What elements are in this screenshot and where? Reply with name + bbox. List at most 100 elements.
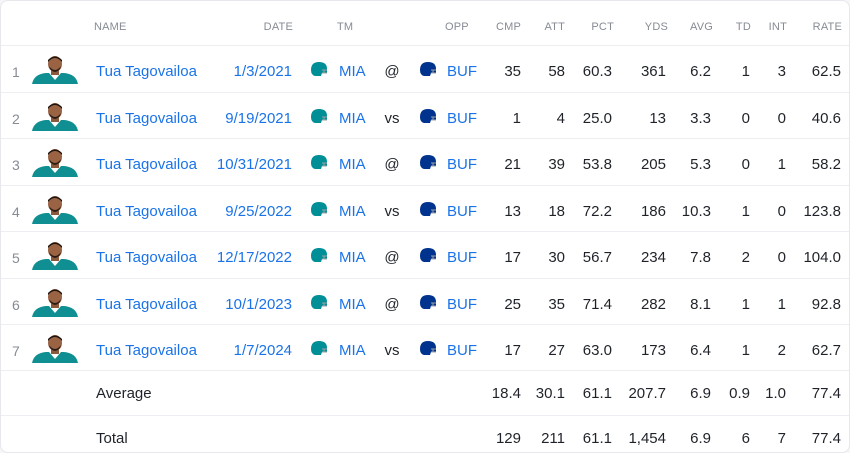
stat-rate: 92.8 — [811, 295, 841, 313]
stat-att: 35 — [548, 295, 565, 313]
header-int[interactable]: INT — [768, 21, 787, 33]
bills-helmet-icon — [419, 108, 437, 124]
game-location: vs — [384, 342, 400, 359]
game-date-link[interactable]: 9/25/2022 — [225, 202, 292, 220]
header-opp[interactable]: OPP — [445, 21, 469, 33]
table-row: 2 Tua Tagovailoa 9/19/2021 MIA vs BUF 1 4 25.0 13… — [1, 91, 849, 139]
stat-td: 1 — [741, 63, 750, 80]
stat-td: 1 — [741, 202, 750, 220]
player-headshot-icon[interactable] — [32, 333, 78, 363]
stat-int: 1 — [777, 295, 786, 313]
player-name-link[interactable]: Tua Tagovailoa — [96, 202, 197, 220]
header-tm[interactable]: TM — [337, 21, 354, 33]
header-avg[interactable]: AVG — [689, 21, 713, 33]
team-link[interactable]: MIA — [339, 295, 366, 313]
table-row: 7 Tua Tagovailoa 1/7/2024 MIA vs BUF 17 27 63.0 1… — [1, 324, 849, 371]
opponent-link[interactable]: BUF — [447, 109, 477, 127]
stat-cmp: 35 — [504, 63, 521, 80]
dolphins-helmet-icon — [310, 294, 328, 310]
stat-yds: 282 — [640, 295, 666, 313]
total-att: 211 — [541, 430, 565, 447]
stat-rate: 62.5 — [811, 63, 841, 80]
player-headshot-icon[interactable] — [32, 147, 78, 177]
stat-td: 0 — [741, 109, 750, 127]
player-headshot-icon[interactable] — [32, 54, 78, 84]
bills-helmet-icon — [419, 340, 437, 356]
opponent-link[interactable]: BUF — [447, 249, 477, 266]
player-name-link[interactable]: Tua Tagovailoa — [96, 109, 197, 127]
opponent-link[interactable]: BUF — [447, 342, 477, 359]
header-pct[interactable]: PCT — [591, 21, 614, 33]
header-name[interactable]: NAME — [94, 21, 127, 33]
stat-td: 2 — [741, 249, 750, 266]
average-row: Average 18.4 30.1 61.1 207.7 6.9 0.9 1.0… — [1, 370, 849, 415]
player-headshot-icon[interactable] — [32, 101, 78, 131]
stat-yds: 234 — [640, 249, 666, 266]
stat-avg: 10.3 — [681, 202, 711, 220]
stat-rate: 104.0 — [803, 249, 841, 266]
table-row: 6 Tua Tagovailoa 10/1/2023 MIA @ BUF 25 35 71.4 2… — [1, 277, 849, 325]
average-td: 0.9 — [729, 385, 750, 402]
game-date-link[interactable]: 1/7/2024 — [233, 342, 292, 359]
header-td[interactable]: TD — [735, 21, 751, 33]
header-rate[interactable]: RATE — [812, 21, 842, 33]
stat-cmp: 25 — [504, 295, 521, 313]
team-link[interactable]: MIA — [339, 63, 366, 80]
dolphins-helmet-icon — [310, 340, 328, 356]
stat-avg: 5.3 — [690, 156, 711, 173]
dolphins-helmet-icon — [310, 247, 328, 263]
game-date-link[interactable]: 10/1/2023 — [225, 295, 292, 313]
game-date-link[interactable]: 1/3/2021 — [233, 63, 292, 80]
stat-rate: 62.7 — [811, 342, 841, 359]
player-headshot-icon[interactable] — [32, 240, 78, 270]
dolphins-helmet-icon — [310, 61, 328, 77]
player-headshot-icon[interactable] — [32, 287, 78, 317]
player-name-link[interactable]: Tua Tagovailoa — [96, 156, 197, 173]
game-location: vs — [384, 202, 400, 220]
player-name-link[interactable]: Tua Tagovailoa — [96, 342, 197, 359]
header-date[interactable]: DATE — [263, 21, 293, 33]
stat-avg: 8.1 — [690, 295, 711, 313]
game-date-link[interactable]: 12/17/2022 — [216, 249, 292, 266]
player-name-link[interactable]: Tua Tagovailoa — [96, 63, 197, 80]
table-row: 1 Tua Tagovailoa 1/3/2021 MIA @ BUF 35 58 60.3 36… — [1, 45, 849, 92]
team-link[interactable]: MIA — [339, 156, 366, 173]
stat-yds: 186 — [640, 202, 666, 220]
stat-pct: 25.0 — [582, 109, 612, 127]
opponent-link[interactable]: BUF — [447, 295, 477, 313]
stat-pct: 56.7 — [582, 249, 612, 266]
header-cmp[interactable]: CMP — [495, 21, 521, 33]
player-headshot-icon[interactable] — [32, 194, 78, 224]
team-link[interactable]: MIA — [339, 202, 366, 220]
stat-pct: 72.2 — [582, 202, 612, 220]
opponent-link[interactable]: BUF — [447, 63, 477, 80]
row-rank: 6 — [12, 296, 20, 313]
stat-int: 1 — [777, 156, 786, 173]
stat-yds: 205 — [640, 156, 666, 173]
stat-int: 3 — [777, 63, 786, 80]
average-pct: 61.1 — [582, 385, 612, 402]
stat-att: 39 — [548, 156, 565, 173]
stat-pct: 71.4 — [582, 295, 612, 313]
player-name-link[interactable]: Tua Tagovailoa — [96, 249, 197, 266]
bills-helmet-icon — [419, 294, 437, 310]
stat-int: 0 — [777, 109, 786, 127]
team-link[interactable]: MIA — [339, 342, 366, 359]
header-yds[interactable]: YDS — [644, 21, 668, 33]
header-att[interactable]: ATT — [544, 21, 565, 33]
team-link[interactable]: MIA — [339, 249, 366, 266]
team-link[interactable]: MIA — [339, 109, 366, 127]
stat-avg: 3.3 — [690, 109, 711, 127]
total-label: Total — [96, 430, 128, 447]
game-location: @ — [384, 295, 400, 313]
player-name-link[interactable]: Tua Tagovailoa — [96, 295, 197, 313]
game-date-link[interactable]: 10/31/2021 — [216, 156, 292, 173]
stat-int: 0 — [777, 249, 786, 266]
dolphins-helmet-icon — [310, 201, 328, 217]
total-yds: 1,454 — [628, 430, 666, 447]
stat-yds: 361 — [640, 63, 666, 80]
game-date-link[interactable]: 9/19/2021 — [225, 109, 292, 127]
opponent-link[interactable]: BUF — [447, 156, 477, 173]
stat-rate: 40.6 — [811, 109, 841, 127]
opponent-link[interactable]: BUF — [447, 202, 477, 220]
